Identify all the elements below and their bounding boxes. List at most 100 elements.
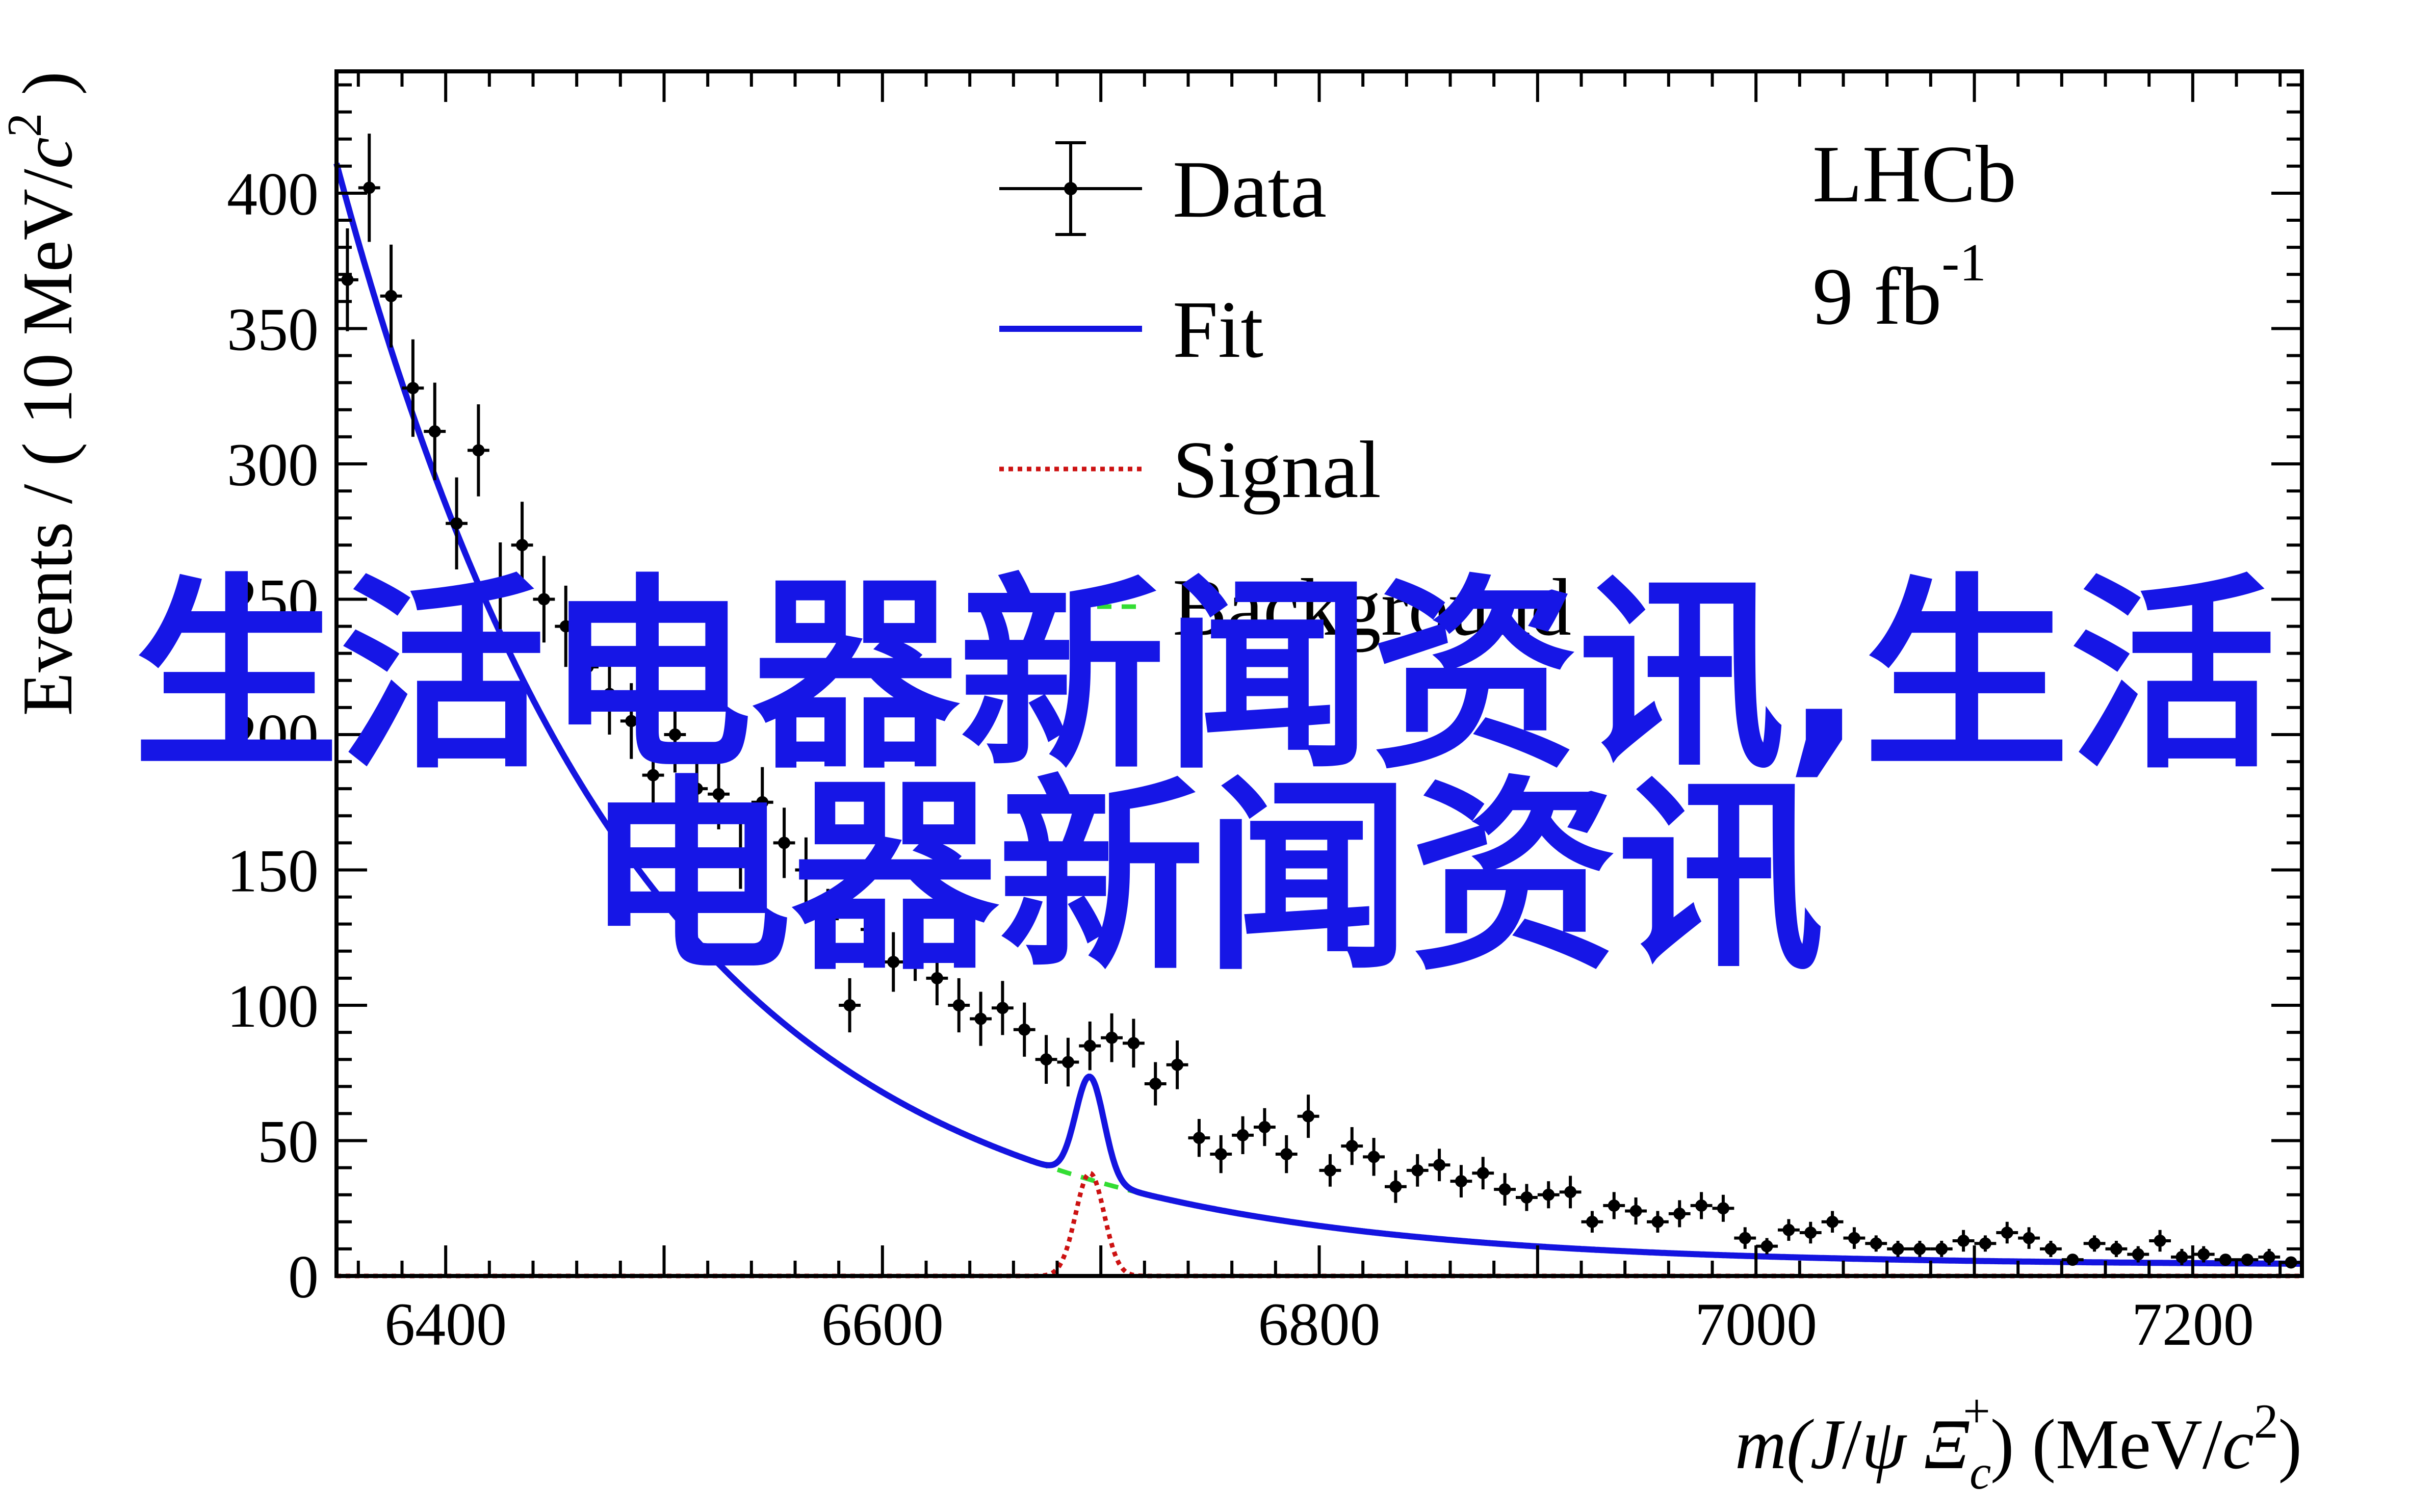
data-point [468, 404, 489, 497]
x-tick-label: 6600 [821, 1290, 944, 1358]
y-tick-label: 50 [257, 1107, 319, 1175]
data-point [1472, 1157, 1494, 1190]
data-point [1865, 1235, 1887, 1252]
x-tick-label: 6400 [384, 1290, 507, 1358]
data-point [2018, 1227, 2040, 1249]
data-point [1232, 1116, 1254, 1155]
legend-label: Fit [1173, 284, 1263, 375]
data-point [1123, 1019, 1145, 1068]
y-tick-label: 350 [227, 295, 319, 363]
data-point [1952, 1230, 1975, 1252]
data-point [1406, 1154, 1429, 1187]
y-tick-label: 250 [227, 566, 319, 634]
data-point [1166, 1040, 1188, 1089]
data-point [1341, 1127, 1363, 1165]
y-tick-label: 300 [227, 431, 319, 499]
data-point [664, 696, 686, 773]
data-point [1821, 1211, 1844, 1233]
data-point [1013, 1002, 1035, 1057]
data-point [730, 824, 752, 889]
data-point [686, 753, 708, 824]
data-point [773, 807, 795, 878]
data-point [1297, 1094, 1319, 1138]
data-point [2236, 1254, 2259, 1266]
data-point [1996, 1221, 2018, 1244]
data-point [926, 951, 948, 1005]
data-point [642, 737, 664, 813]
watermark-line-1: 生活电器新闻资讯,生活 [133, 556, 2276, 797]
y-tick-label: 0 [288, 1243, 319, 1311]
data-point [1254, 1108, 1276, 1146]
y-tick-label: 400 [227, 160, 319, 228]
data-point [1385, 1170, 1407, 1203]
x-tick-label: 6800 [1258, 1290, 1381, 1358]
luminosity-label: 9 fb-1 [1812, 232, 1986, 342]
data-point [751, 767, 773, 838]
data-point [2214, 1254, 2237, 1266]
data-point [1057, 1037, 1079, 1087]
data-point [380, 244, 402, 348]
data-point [336, 228, 358, 331]
data-point [970, 992, 992, 1046]
legend-label: Signal [1173, 424, 1381, 515]
data-point [1516, 1184, 1538, 1211]
data-point [1734, 1227, 1756, 1249]
data-point [1647, 1211, 1669, 1233]
data-point [1625, 1197, 1647, 1225]
data-point [424, 382, 446, 480]
data-point [533, 556, 555, 643]
data-point [1909, 1240, 1931, 1257]
data-point [1079, 1021, 1101, 1071]
data-point [1319, 1154, 1341, 1187]
data-point [1144, 1062, 1167, 1106]
x-tick-label: 7000 [1695, 1290, 1817, 1358]
data-point [2083, 1235, 2106, 1252]
data-point [1275, 1135, 1298, 1174]
data-point [577, 626, 599, 708]
y-axis-label: Events / ( 10 MeV/c2 ) [0, 71, 87, 716]
data-point [1974, 1235, 1997, 1252]
x-tick-label: 7200 [2132, 1290, 2254, 1358]
data-point [1668, 1200, 1691, 1228]
data-point [1494, 1173, 1516, 1206]
data-point [1210, 1135, 1232, 1174]
x-axis-label: m(J/ψ Ξc+) (MeV/c2) [1735, 1384, 2302, 1499]
legend-label: Background [1173, 562, 1571, 653]
data-point [992, 981, 1014, 1035]
data-point [882, 932, 904, 992]
data-point [2280, 1256, 2302, 1269]
data-point [1450, 1165, 1472, 1198]
data-point [2127, 1246, 2149, 1263]
y-tick-label: 100 [227, 972, 319, 1040]
legend-label: Data [1173, 144, 1327, 234]
data-point [839, 978, 861, 1033]
data-point [2149, 1230, 2171, 1252]
experiment-label: LHCb [1812, 128, 2016, 219]
data-point [402, 339, 424, 437]
data-point [599, 653, 620, 735]
data-point [904, 921, 926, 981]
legend-entry-signal: Signal [999, 424, 1381, 515]
data-point [2171, 1248, 2193, 1265]
y-tick-label: 150 [227, 837, 319, 904]
data-point [1690, 1192, 1713, 1219]
data-point [1712, 1194, 1734, 1222]
data-point [708, 759, 730, 829]
data-point [1035, 1035, 1057, 1084]
data-point [1887, 1240, 1909, 1257]
data-point [1188, 1119, 1210, 1157]
data-point [795, 837, 817, 903]
data-point [2258, 1248, 2281, 1265]
data-point [1559, 1176, 1582, 1209]
data-point [1428, 1149, 1450, 1182]
y-tick-label: 200 [227, 701, 319, 769]
data-point [489, 542, 511, 629]
data-point [620, 683, 642, 759]
data-point [1603, 1192, 1625, 1219]
legend-entry-background: Background [999, 562, 1571, 653]
data-point [817, 889, 839, 949]
data-point [2061, 1254, 2084, 1266]
data-point [1930, 1240, 1953, 1257]
data-point [555, 585, 577, 667]
